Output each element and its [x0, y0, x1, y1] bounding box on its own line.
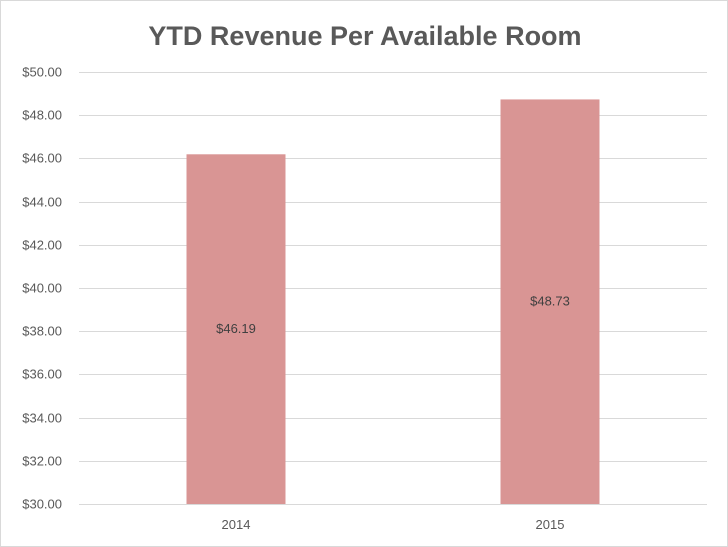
data-labels: $46.19 $48.73	[216, 294, 570, 336]
bars	[186, 99, 600, 504]
y-tick-label: $36.00	[22, 367, 62, 382]
chart-title: YTD Revenue Per Available Room	[148, 21, 581, 51]
y-tick-label: $50.00	[22, 65, 62, 80]
y-tick-label: $32.00	[22, 454, 62, 469]
x-tick-label: 2015	[536, 517, 565, 532]
y-tick-label: $34.00	[22, 411, 62, 426]
y-tick-label: $42.00	[22, 238, 62, 253]
y-tick-label: $38.00	[22, 324, 62, 339]
bar-2015	[500, 99, 600, 504]
y-tick-label: $46.00	[22, 151, 62, 166]
y-tick-label: $48.00	[22, 108, 62, 123]
bar-2014	[186, 154, 286, 504]
y-tick-label: $44.00	[22, 195, 62, 210]
x-axis-tick-labels: 2014 2015	[222, 517, 565, 532]
y-axis-tick-labels: $30.00 $32.00 $34.00 $36.00 $38.00 $40.00 $42.…	[22, 65, 62, 512]
gridlines	[79, 72, 707, 505]
y-tick-label: $40.00	[22, 281, 62, 296]
y-tick-label: $30.00	[22, 497, 62, 512]
x-tick-label: 2014	[222, 517, 251, 532]
data-label-2014: $46.19	[216, 321, 256, 336]
data-label-2015: $48.73	[530, 294, 570, 309]
